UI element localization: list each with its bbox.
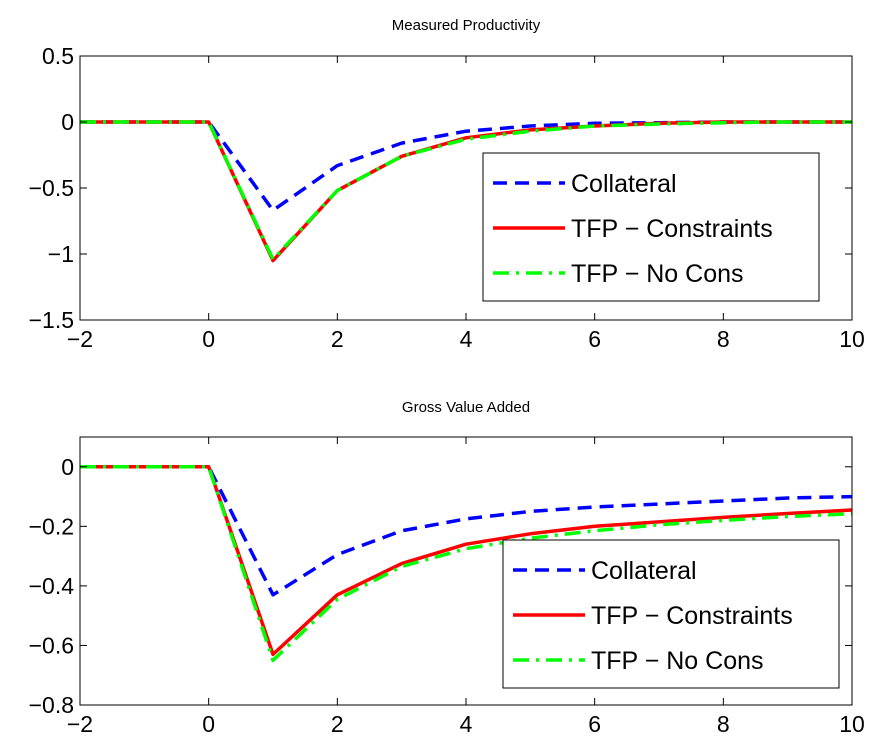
legend-label-2: TFP − Constraints [591,602,793,630]
y-tick-label: −1.5 [29,307,74,333]
chart-panel-2: Gross Value Added −2 0 2 4 6 8 10 −0.8 −0.6 −0.4 −0… [29,399,865,737]
x-tick-label: 6 [588,326,601,352]
y-tick-label: −0.4 [29,573,75,599]
x-tick-label: 6 [588,711,601,737]
y-tick-label: −0.8 [29,692,74,718]
series-group [80,120,852,263]
legend-label-3: TFP − No Cons [571,260,744,288]
x-tick-label: −2 [67,711,93,737]
y-tick-label: −1 [48,241,74,267]
x-tick-label: −2 [67,326,93,352]
y-tick-label: −0.2 [29,513,74,539]
y-tick-label: −0.5 [29,175,74,201]
x-tick-label: 10 [839,326,865,352]
series-line-1 [80,465,853,597]
legend: Collateral TFP − Constraints TFP − No Cons [502,539,840,689]
y-tick-label: 0.5 [42,43,74,69]
x-tick-label: 8 [717,711,730,737]
x-tick-label: 0 [202,711,215,737]
series-line-2 [80,465,853,657]
series-line-3 [80,120,852,262]
legend-label-2: TFP − Constraints [571,215,773,243]
x-tick-label: 10 [839,711,865,737]
x-tick-label: 4 [460,326,473,352]
x-tick-label: 0 [202,326,215,352]
legend-label-1: Collateral [571,170,677,198]
chart-panel-1: Measured Productivity −2 0 2 4 6 8 10 −1.5 −1 −0.5… [29,17,865,352]
chart-title: Gross Value Added [402,399,530,416]
series-group [80,465,853,663]
chart-title: Measured Productivity [392,17,541,34]
x-tick-label: 8 [717,326,730,352]
x-tick-label: 2 [331,326,344,352]
y-tick-label: −0.6 [29,632,74,658]
legend-label-3: TFP − No Cons [591,647,764,675]
x-tick-label: 2 [331,711,344,737]
legend: Collateral TFP − Constraints TFP − No Cons [482,152,820,302]
x-tick-label: 4 [460,711,473,737]
y-tick-label: 0 [61,454,74,480]
legend-label-1: Collateral [591,557,697,585]
y-tick-label: 0 [61,109,74,135]
